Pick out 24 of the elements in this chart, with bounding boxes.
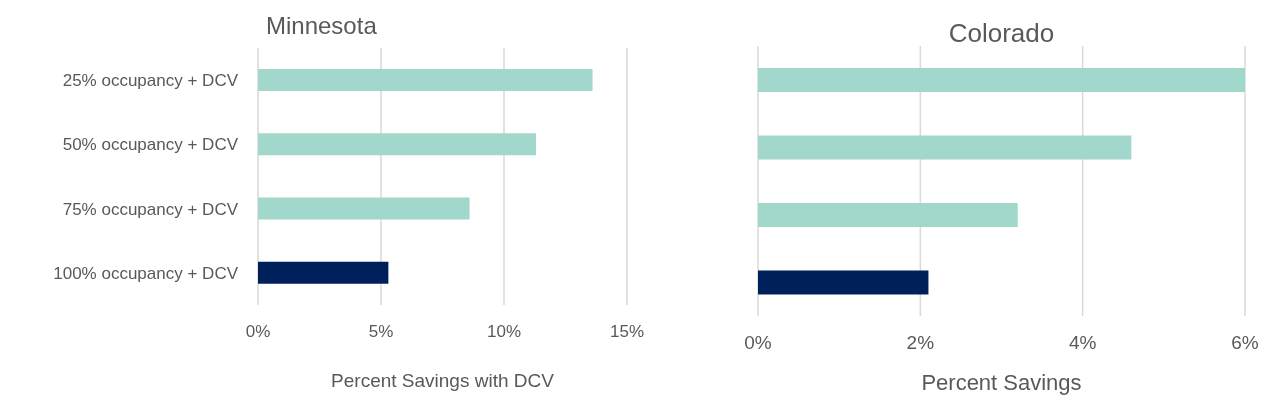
bar: [258, 261, 389, 284]
x-tick-label: 15%: [609, 322, 645, 342]
bar: [258, 197, 470, 220]
bar: [758, 68, 1245, 92]
bar: [758, 135, 1132, 160]
y-tick-label: 75% occupancy + DCV: [62, 199, 239, 219]
chart-title: Minnesota: [266, 12, 377, 40]
y-tick-label: 50% occupancy + DCV: [62, 135, 239, 155]
x-tick-label: 2%: [906, 332, 935, 354]
x-tick-label: 0%: [744, 332, 772, 354]
x-tick-label: 5%: [368, 322, 394, 342]
chart-title: Colorado: [947, 18, 1056, 49]
x-tick-label: 6%: [1231, 332, 1259, 354]
y-tick-label: 25% occupancy + DCV: [62, 71, 239, 91]
bar: [758, 270, 929, 295]
y-tick-label: 100% occupancy + DCV: [53, 263, 239, 283]
x-tick-label: 4%: [1068, 332, 1097, 354]
x-tick-label: 0%: [245, 322, 271, 342]
bar: [758, 203, 1018, 227]
bar: [258, 133, 536, 156]
bar: [258, 69, 593, 91]
x-axis-title: Percent Savings: [920, 370, 1083, 396]
x-tick-label: 10%: [486, 322, 522, 342]
x-axis-title: Percent Savings with DCV: [330, 370, 555, 392]
